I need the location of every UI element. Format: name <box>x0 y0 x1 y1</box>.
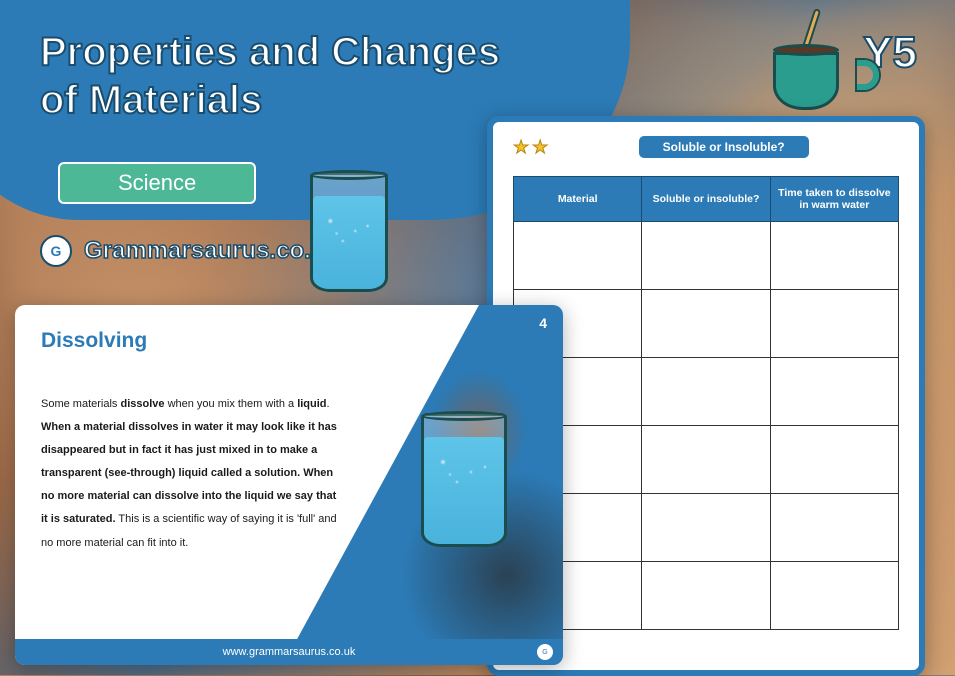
table-cell <box>642 222 770 290</box>
glass-bubbles-icon <box>429 447 499 497</box>
table-column-header: Time taken to dissolve in warm water <box>770 177 898 222</box>
table-cell <box>642 358 770 426</box>
slide-number: 4 <box>539 315 547 331</box>
table-cell <box>642 426 770 494</box>
table-cell <box>642 290 770 358</box>
slide-footer-text: www.grammarsaurus.co.uk <box>223 646 356 658</box>
table-column-header: Material <box>514 177 642 222</box>
glass-bubbles-icon <box>318 206 380 256</box>
glass-illustration-mid <box>310 172 388 292</box>
worksheet-table: MaterialSoluble or insoluble?Time taken … <box>513 176 899 630</box>
cup-illustration <box>773 20 863 110</box>
star-icon: ★ <box>532 137 548 158</box>
table-header-row: MaterialSoluble or insoluble?Time taken … <box>514 177 899 222</box>
difficulty-stars: ★★ <box>513 137 548 158</box>
table-row <box>514 494 899 562</box>
slide-footer: www.grammarsaurus.co.uk G <box>15 639 563 665</box>
table-row <box>514 562 899 630</box>
title-line-1: Properties and Changes <box>40 30 500 74</box>
table-cell <box>642 494 770 562</box>
worksheet-header: ★★ Soluble or Insoluble? <box>513 136 899 158</box>
cup-body-icon <box>773 52 839 110</box>
table-row <box>514 358 899 426</box>
table-cell <box>770 358 898 426</box>
page-title: Properties and Changes of Materials <box>40 28 500 124</box>
worksheet-title: Soluble or Insoluble? <box>639 136 809 158</box>
table-column-header: Soluble or insoluble? <box>642 177 770 222</box>
table-cell <box>770 222 898 290</box>
glass-rim-icon <box>421 411 507 421</box>
table-row <box>514 426 899 494</box>
table-row <box>514 290 899 358</box>
cup-rim-icon <box>773 44 839 56</box>
title-line-2: of Materials <box>40 78 262 122</box>
table-row <box>514 222 899 290</box>
glass-illustration-slide <box>421 413 507 547</box>
table-cell <box>770 494 898 562</box>
brand-logo-icon: G <box>40 235 72 267</box>
table-cell <box>770 426 898 494</box>
table-cell <box>770 562 898 630</box>
table-cell <box>514 222 642 290</box>
slide-title: Dissolving <box>41 329 147 353</box>
slide-body-text: Some materials dissolve when you mix the… <box>41 393 341 555</box>
subject-badge: Science <box>58 162 256 204</box>
glass-rim-icon <box>310 170 388 180</box>
table-cell <box>642 562 770 630</box>
brand-text: Grammarsaurus.co.uk <box>84 237 339 265</box>
table-body <box>514 222 899 630</box>
table-cell <box>770 290 898 358</box>
brand: G Grammarsaurus.co.uk <box>40 235 339 267</box>
slide-card: 4 Dissolving Some materials dissolve whe… <box>15 305 563 665</box>
star-icon: ★ <box>513 137 529 158</box>
slide-footer-logo-icon: G <box>537 644 553 660</box>
